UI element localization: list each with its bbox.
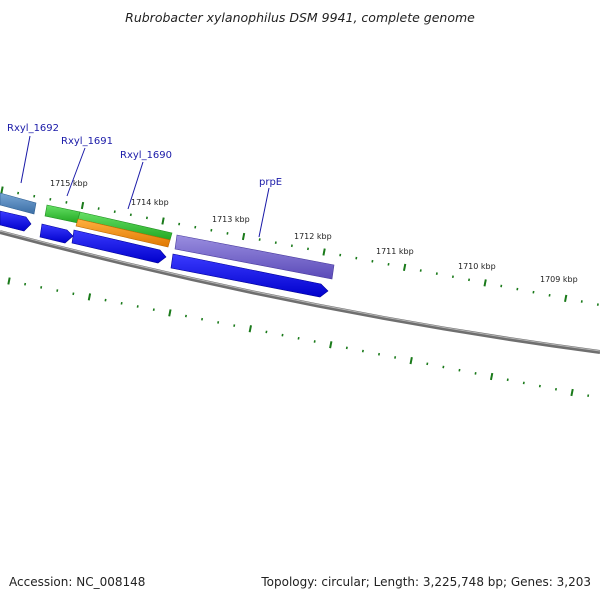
gene-label-prpe[interactable]: prpE — [259, 177, 282, 188]
outer-major-tick — [241, 232, 246, 241]
inner-tick-row — [7, 277, 590, 397]
outer-major-tick — [0, 186, 4, 194]
rxyl-1691-feature[interactable] — [44, 204, 81, 224]
inner-major-tick — [7, 277, 11, 285]
gene-label-rxyl-1690[interactable]: Rxyl_1690 — [120, 150, 172, 161]
inner-major-tick — [329, 341, 333, 349]
cds-arrow-3[interactable] — [71, 229, 167, 264]
gene-label-rxyl-1691[interactable]: Rxyl_1691 — [61, 136, 113, 147]
outer-major-tick — [322, 248, 326, 256]
outer-major-tick — [80, 201, 85, 210]
gene-label-rxyl-1692[interactable]: Rxyl_1692 — [7, 123, 59, 134]
outer-major-tick — [402, 263, 407, 272]
inner-major-tick — [570, 388, 574, 397]
rxyl-1690-leader — [127, 161, 144, 210]
kbp-label-1714: 1714 kbp — [131, 198, 169, 207]
kbp-label-1713: 1713 kbp — [212, 215, 250, 224]
inner-major-tick — [87, 293, 92, 301]
rxyl-1690-orange-feature[interactable] — [75, 218, 171, 248]
genome-backbone — [0, 230, 600, 354]
outer-major-tick — [161, 217, 165, 225]
prpe-feature[interactable] — [174, 234, 335, 280]
inner-major-tick — [409, 356, 413, 365]
kbp-label-1711: 1711 kbp — [376, 247, 414, 256]
inner-major-tick — [168, 309, 172, 317]
rxyl-1692-leader — [20, 135, 31, 184]
cds-arrow-4[interactable] — [170, 253, 329, 298]
kbp-label-1709: 1709 kbp — [540, 275, 578, 284]
kbp-label-1715: 1715 kbp — [50, 179, 88, 188]
genome-backbone-highlight — [0, 230, 600, 352]
kbp-label-1712: 1712 kbp — [294, 232, 332, 241]
rxyl-1691-leader — [66, 147, 86, 197]
kbp-label-1710: 1710 kbp — [458, 262, 496, 271]
genome-summary-text: Topology: circular; Length: 3,225,748 bp… — [261, 575, 591, 589]
prpe-leader — [258, 187, 270, 238]
outer-tick-row — [0, 186, 599, 306]
inner-major-tick — [489, 372, 494, 381]
outer-major-tick — [483, 279, 487, 287]
rxyl-1692-feature[interactable] — [0, 192, 37, 215]
inner-major-tick — [248, 325, 252, 333]
cds-arrow-1[interactable] — [0, 210, 32, 232]
outer-major-tick — [564, 294, 568, 303]
cds-arrow-2[interactable] — [39, 223, 74, 244]
accession-text: Accession: NC_008148 — [9, 575, 146, 589]
map-title: Rubrobacter xylanophilus DSM 9941, compl… — [125, 10, 475, 25]
